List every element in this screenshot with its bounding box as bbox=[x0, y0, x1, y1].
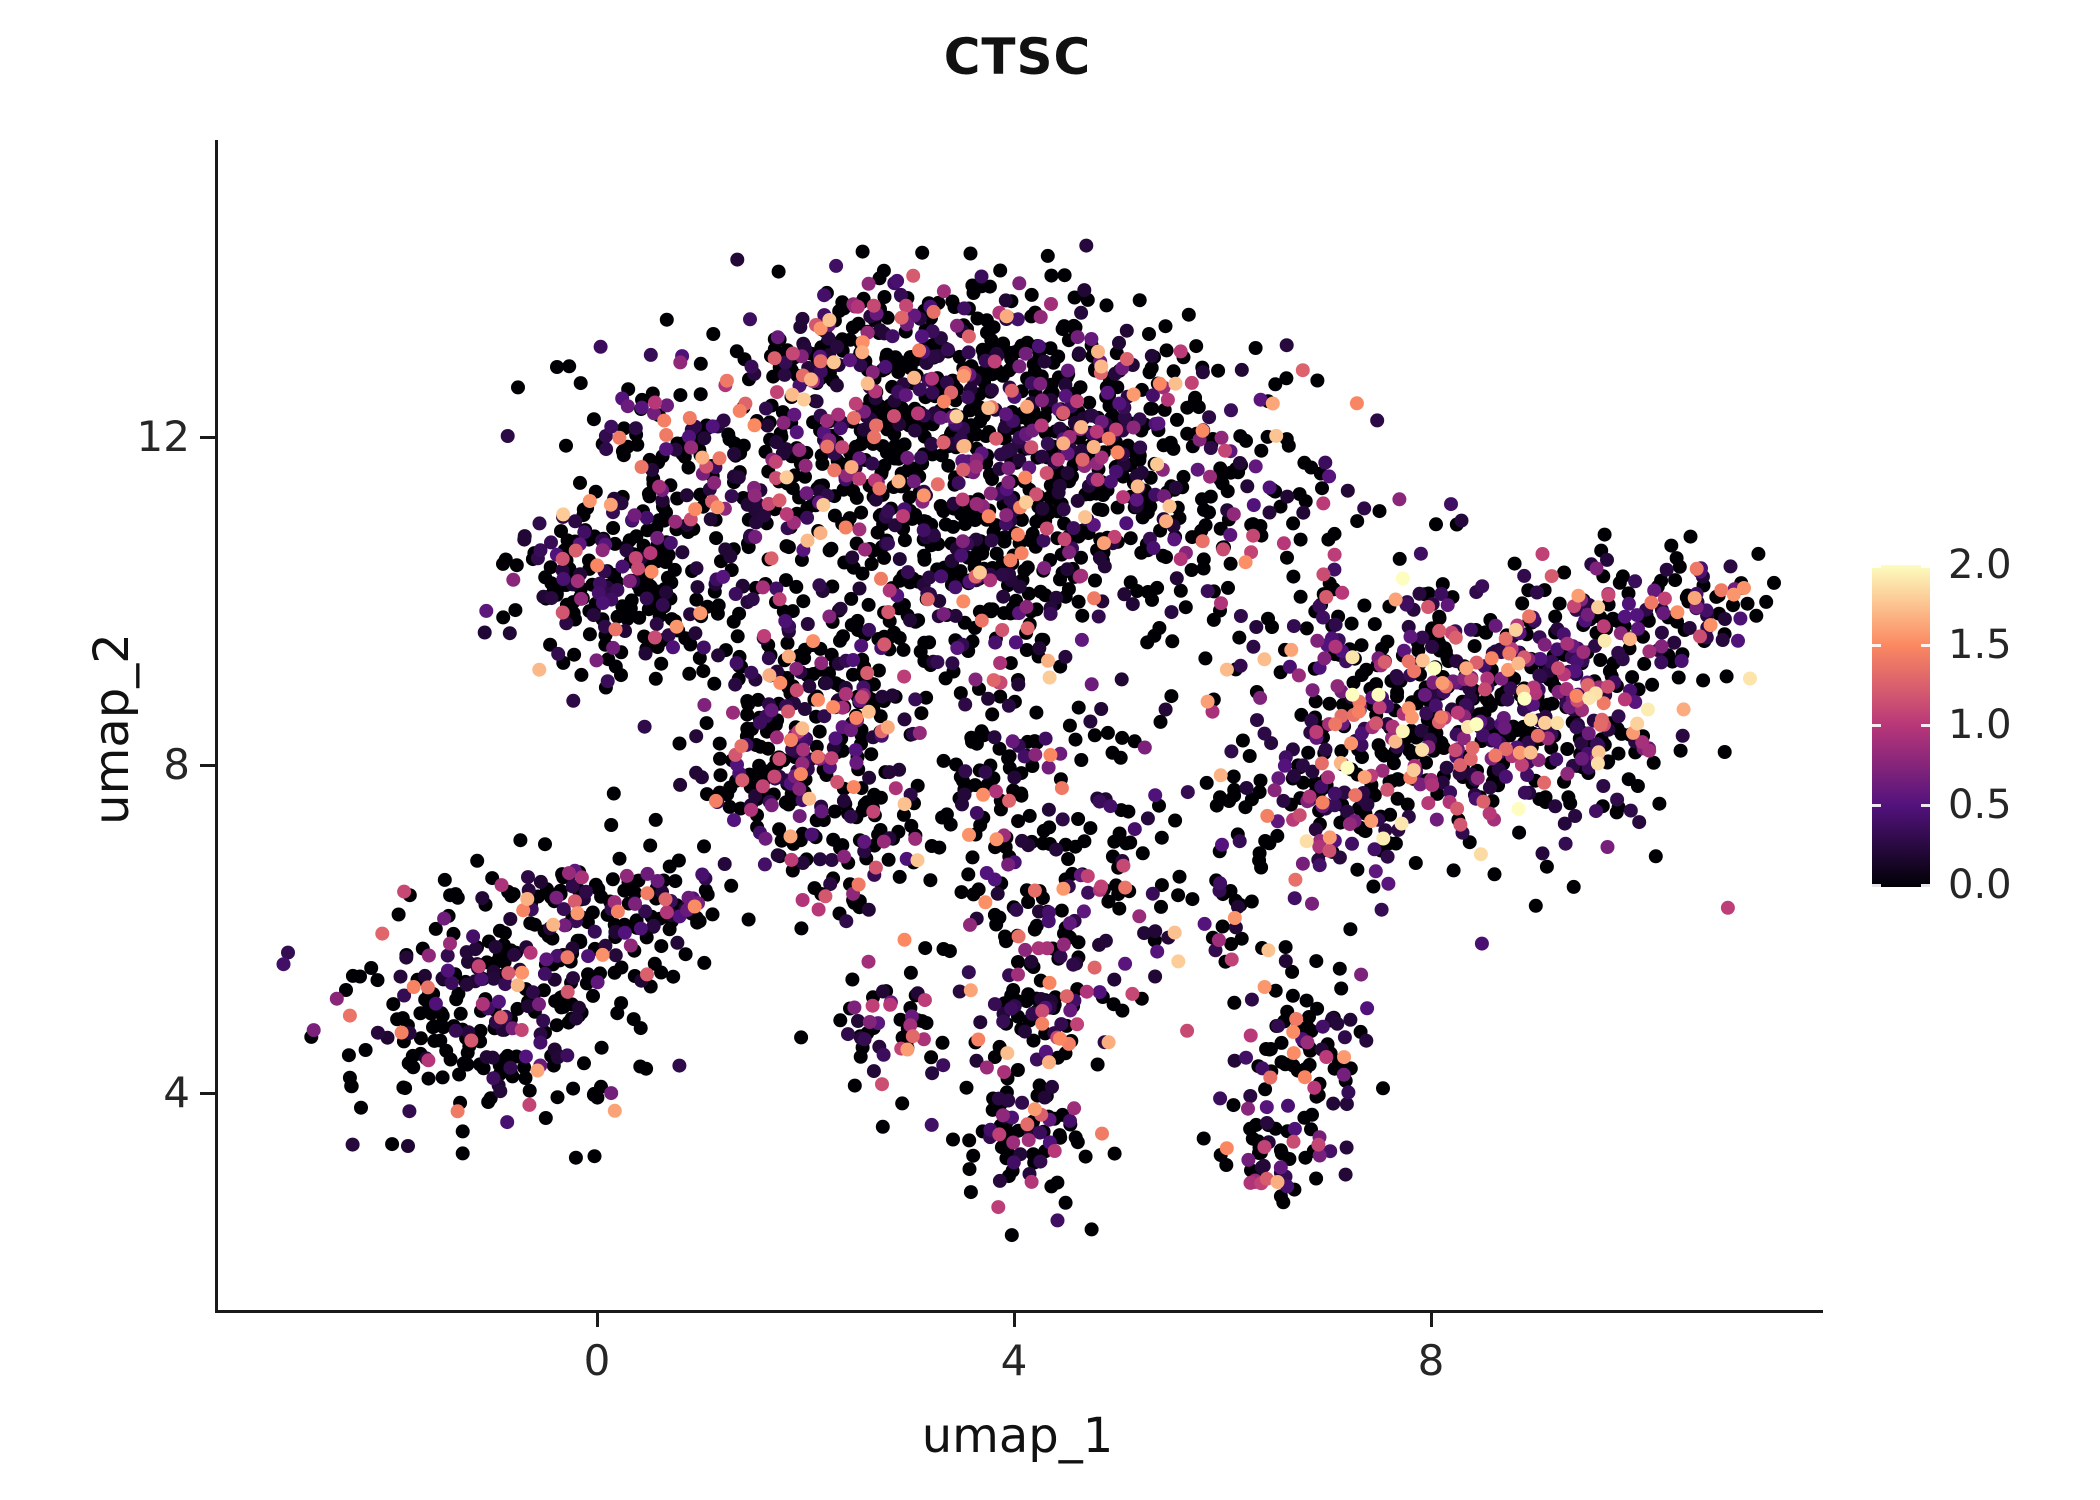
colorbar-tick bbox=[1921, 565, 1930, 568]
x-tick-label: 0 bbox=[583, 1336, 611, 1385]
umap-scatter bbox=[276, 238, 1781, 1243]
colorbar-tick bbox=[1921, 884, 1930, 887]
y-tick-mark bbox=[200, 1092, 215, 1095]
y-tick-mark bbox=[200, 764, 215, 767]
colorbar-tick bbox=[1872, 884, 1881, 887]
y-tick-label: 8 bbox=[163, 740, 190, 789]
x-tick-mark bbox=[596, 1312, 599, 1327]
expression-colorbar bbox=[1872, 565, 1930, 887]
colorbar-tick bbox=[1921, 804, 1930, 807]
colorbar-tick bbox=[1872, 644, 1881, 647]
y-tick-mark bbox=[200, 436, 215, 439]
y-tick-label: 12 bbox=[136, 412, 190, 461]
plot-title: CTSC bbox=[943, 28, 1092, 86]
colorbar-tick bbox=[1921, 724, 1930, 727]
colorbar-tick bbox=[1921, 644, 1930, 647]
colorbar-tick bbox=[1872, 804, 1881, 807]
x-tick-label: 4 bbox=[1000, 1336, 1028, 1385]
y-tick-label: 4 bbox=[163, 1068, 190, 1117]
colorbar-tick bbox=[1872, 724, 1881, 727]
colorbar-label: 1.5 bbox=[1948, 622, 2012, 668]
colorbar-tick bbox=[1872, 565, 1881, 568]
colorbar-label: 0.5 bbox=[1948, 782, 2012, 828]
plot-panel bbox=[215, 140, 1823, 1313]
x-axis-label: umap_1 bbox=[921, 1408, 1114, 1464]
x-tick-label: 8 bbox=[1417, 1336, 1445, 1385]
colorbar-label: 1.0 bbox=[1948, 702, 2012, 748]
colorbar-label: 0.0 bbox=[1948, 862, 2012, 908]
x-tick-mark bbox=[1430, 1312, 1433, 1327]
y-axis-label: umap_2 bbox=[84, 633, 140, 825]
x-tick-mark bbox=[1013, 1312, 1016, 1327]
colorbar-label: 2.0 bbox=[1948, 542, 2012, 588]
